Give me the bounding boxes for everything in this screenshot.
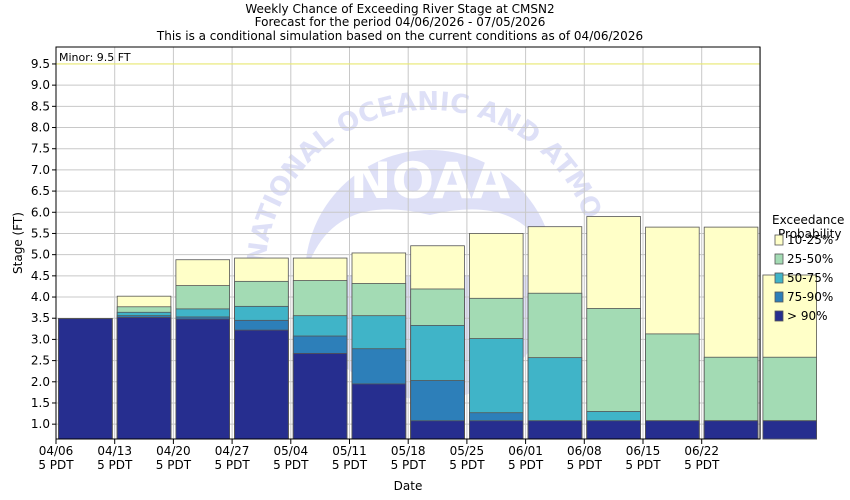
- bar-segment: [351, 383, 407, 440]
- y-tick-label: 8.0: [31, 121, 50, 135]
- legend-swatch: [774, 291, 784, 303]
- legend-title: Probability: [778, 227, 841, 241]
- x-tick-time: 5 PDT: [97, 458, 133, 472]
- y-tick-label: 1.0: [31, 417, 50, 431]
- x-tick-label: 04/20: [156, 444, 191, 458]
- y-tick-label: 1.5: [31, 396, 50, 410]
- bar-segment: [762, 420, 818, 440]
- chart-title: Weekly Chance of Exceeding River Stage a…: [245, 2, 554, 16]
- x-tick-label: 05/04: [274, 444, 309, 458]
- bar-segment: [292, 352, 348, 440]
- y-tick-label: 4.0: [31, 290, 50, 304]
- bar-segment: [527, 420, 583, 440]
- legend-label: > 90%: [787, 309, 828, 323]
- bar-segment: [645, 420, 700, 440]
- y-tick-label: 2.5: [31, 354, 50, 368]
- x-tick-label: 06/08: [567, 444, 602, 458]
- x-tick-time: 5 PDT: [214, 458, 250, 472]
- x-tick-label: 04/27: [215, 444, 250, 458]
- bar-segment: [468, 420, 524, 440]
- bar-segment: [703, 420, 759, 440]
- y-tick-label: 7.5: [31, 142, 50, 156]
- x-tick-label: 04/13: [97, 444, 132, 458]
- y-tick-label: 9.5: [31, 57, 50, 71]
- x-tick-label: 04/06: [39, 444, 74, 458]
- x-axis-label: Date: [394, 479, 423, 493]
- bar-segment: [116, 316, 172, 440]
- legend-label: 10-25%: [787, 233, 833, 247]
- bars: [58, 216, 818, 440]
- legend-label: 50-75%: [787, 271, 833, 285]
- x-tick-time: 5 PDT: [38, 458, 74, 472]
- y-tick-label: 2.0: [31, 375, 50, 389]
- x-tick-time: 5 PDT: [391, 458, 427, 472]
- bar-segment: [234, 329, 289, 440]
- x-tick-time: 5 PDT: [273, 458, 309, 472]
- threshold-line: Minor: 9.5 FT: [56, 51, 760, 65]
- y-tick-label: 9.0: [31, 78, 50, 92]
- bar-segment: [410, 420, 465, 440]
- y-tick-label: 6.5: [31, 184, 50, 198]
- x-tick-time: 5 PDT: [625, 458, 661, 472]
- chart-subtitle-2: This is a conditional simulation based o…: [156, 29, 643, 43]
- x-tick-label: 06/22: [684, 444, 719, 458]
- x-tick-time: 5 PDT: [567, 458, 603, 472]
- x-tick-label: 05/25: [450, 444, 485, 458]
- legend-label: 75-90%: [787, 290, 833, 304]
- y-tick-label: 5.5: [31, 226, 50, 240]
- x-tick-time: 5 PDT: [449, 458, 485, 472]
- legend-swatch: [774, 272, 784, 284]
- y-tick-label: 8.5: [31, 99, 50, 113]
- x-tick-time: 5 PDT: [508, 458, 544, 472]
- bar-segment: [175, 318, 230, 440]
- y-tick-label: 3.0: [31, 332, 50, 346]
- x-tick-time: 5 PDT: [332, 458, 368, 472]
- chart-subtitle: Forecast for the period 04/06/2026 - 07/…: [255, 15, 546, 29]
- y-axis: 1.0 1.5 2.0 2.5 3.0 3.5 4.0 4.5 5.0 5.5 6.0 6.5 7.0 7…: [31, 57, 56, 431]
- x-tick-label: 06/01: [508, 444, 543, 458]
- x-tick-label: 05/11: [332, 444, 367, 458]
- x-tick-label: 05/18: [391, 444, 426, 458]
- y-tick-label: 3.5: [31, 311, 50, 325]
- y-tick-label: 6.0: [31, 205, 50, 219]
- y-tick-label: 7.0: [31, 163, 50, 177]
- legend-title: Exceedance: [772, 213, 844, 227]
- minor-stage-label: Minor: 9.5 FT: [59, 51, 131, 64]
- bar-segment: [586, 420, 641, 440]
- x-tick-label: 06/15: [626, 444, 661, 458]
- legend-swatch: [774, 234, 784, 246]
- y-axis-label: Stage (FT): [11, 212, 25, 274]
- legend-label: 25-50%: [787, 252, 833, 266]
- noaa-logo-wordmark: NOAA: [350, 152, 511, 210]
- x-tick-time: 5 PDT: [684, 458, 720, 472]
- y-tick-label: 4.5: [31, 269, 50, 283]
- bar-segment: [58, 318, 113, 440]
- legend-swatch: [774, 253, 784, 265]
- y-tick-label: 5.0: [31, 248, 50, 262]
- x-tick-time: 5 PDT: [156, 458, 192, 472]
- legend-swatch: [774, 310, 784, 322]
